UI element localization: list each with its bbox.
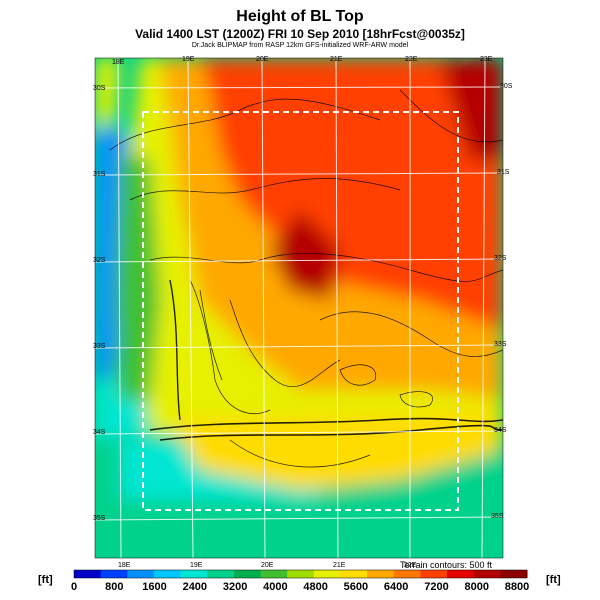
- colorbar-swatch: [287, 570, 315, 578]
- colorbar-tick-label: 7200: [424, 581, 449, 593]
- lon-label-top-20E: 20E: [256, 56, 269, 63]
- lat-label-left-31S: 31S: [93, 171, 106, 178]
- lon-label-bottom-21E: 21E: [333, 562, 346, 569]
- lon-label-top-21E: 21E: [330, 56, 343, 63]
- colorbar-swatch: [447, 570, 475, 578]
- lon-label-bottom-18E: 18E: [118, 562, 131, 569]
- valid-time-subtitle: Valid 1400 LST (1200Z) FRI 10 Sep 2010 […: [135, 27, 465, 41]
- colorbar-swatch: [420, 570, 448, 578]
- lat-label-right-34S: 34S: [494, 427, 507, 434]
- terrain-contours-note: Terrain contours: 500 ft: [400, 560, 493, 570]
- colorbar-swatch: [313, 570, 341, 578]
- colorbar-tick-label: 8000: [464, 581, 489, 593]
- lat-label-right-32S: 32S: [494, 255, 507, 262]
- colorbar-tick-label: 3200: [222, 581, 248, 593]
- bl-height-field: [95, 58, 503, 558]
- lat-label-right-31S: 31S: [497, 169, 510, 176]
- lat-label-left-30S: 30S: [93, 85, 106, 92]
- colorbar-swatch: [500, 570, 528, 578]
- lon-label-top-23E: 23E: [480, 56, 493, 63]
- lat-label-left-34S: 34S: [93, 429, 106, 436]
- lat-label-right-35S: 35S: [491, 513, 504, 520]
- colorbar-swatch: [473, 570, 501, 578]
- colorbar-swatch: [74, 570, 102, 578]
- colorbar-tick-label: 4800: [303, 581, 328, 593]
- colorbar-tick-label: 1600: [142, 581, 167, 593]
- colorbar-swatch: [260, 570, 288, 578]
- colorbar-unit-left: [ft]: [38, 574, 53, 586]
- lat-label-right-33S: 33S: [494, 341, 507, 348]
- lat-lon-grid: [95, 58, 503, 558]
- lon-label-top-22E: 22E: [405, 56, 418, 63]
- lat-label-left-33S: 33S: [93, 343, 106, 350]
- colorbar-swatch: [153, 570, 182, 578]
- colorbar: [73, 569, 528, 579]
- lat-label-left-35S: 35S: [93, 515, 106, 522]
- lat-label-right-30S: 30S: [500, 83, 513, 90]
- colorbar-tick-label: 800: [105, 581, 124, 593]
- colorbar-swatch: [180, 570, 208, 578]
- terrain-contours: [109, 89, 503, 468]
- chart-title: Height of BL Top: [236, 8, 364, 25]
- lat-label-left-32S: 32S: [93, 257, 106, 264]
- colorbar-tick-label: 2400: [182, 581, 208, 593]
- colorbar-tick-label: 5600: [343, 581, 369, 593]
- model-credit: Dr.Jack BLIPMAP from RASP 12km GFS-initi…: [191, 42, 409, 49]
- lon-label-top-18E: 18E: [112, 59, 125, 66]
- colorbar-tick-label: 0: [70, 581, 78, 593]
- colorbar-tick-label: 6400: [383, 581, 409, 593]
- colorbar-tick-label: 4000: [263, 581, 288, 593]
- colorbar-tick-label: 8800: [504, 581, 530, 593]
- lon-label-bottom-22E: 22E: [404, 562, 417, 569]
- lon-label-top-19E: 19E: [182, 56, 195, 63]
- colorbar-unit-right: [ft]: [546, 574, 561, 586]
- colorbar-swatch: [367, 570, 395, 578]
- colorbar-swatch: [340, 570, 368, 578]
- colorbar-swatch: [393, 570, 421, 578]
- colorbar-swatch: [127, 570, 155, 578]
- colorbar-swatch: [207, 570, 235, 578]
- colorbar-swatch: [100, 570, 128, 578]
- colorbar-swatch: [233, 570, 262, 578]
- lon-label-bottom-19E: 19E: [190, 562, 203, 569]
- lon-label-bottom-20E: 20E: [261, 562, 274, 569]
- inner-domain-boundary: [142, 111, 459, 511]
